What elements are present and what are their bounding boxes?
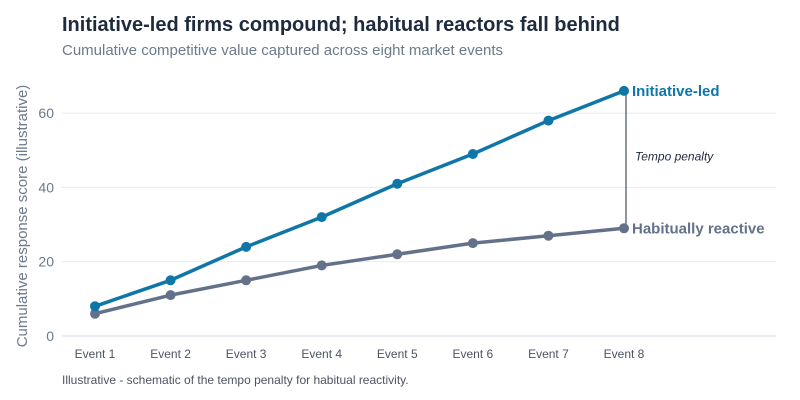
series-line-initiative-led	[93, 89, 626, 309]
y-tick-label: 0	[46, 328, 54, 344]
series-label-initiative-led: Initiative-led	[632, 83, 720, 100]
y-axis-label: Cumulative response score (illustrative)	[14, 85, 31, 348]
x-tick-label: Event 3	[226, 347, 267, 361]
data-point-habitually-reactive	[467, 238, 478, 249]
tempo-penalty-annotation: Tempo penalty	[635, 150, 714, 164]
data-point-habitually-reactive	[392, 249, 403, 260]
y-tick-label: 20	[38, 254, 54, 270]
data-point-habitually-reactive	[241, 275, 252, 286]
x-tick-label: Event 7	[528, 347, 569, 361]
data-point-initiative-led	[241, 241, 252, 252]
data-point-habitually-reactive	[165, 290, 176, 301]
y-tick-label: 40	[38, 179, 54, 195]
data-point-habitually-reactive	[619, 223, 629, 234]
chart-subtitle: Cumulative competitive value captured ac…	[62, 42, 504, 59]
x-tick-label: Event 2	[150, 347, 191, 361]
data-point-initiative-led	[316, 212, 327, 223]
footnote: Illustrative - schematic of the tempo pe…	[62, 373, 409, 387]
series-label-habitually-reactive: Habitually reactive	[632, 220, 765, 237]
data-point-initiative-led	[619, 85, 629, 96]
x-tick-label: Event 6	[453, 347, 494, 361]
series-line-habitually-reactive	[93, 226, 626, 316]
data-point-habitually-reactive	[543, 230, 554, 241]
data-point-initiative-led	[543, 115, 554, 126]
x-tick-label: Event 1	[75, 347, 116, 361]
y-tick-label: 60	[38, 105, 54, 121]
data-point-habitually-reactive	[316, 260, 327, 271]
data-point-initiative-led	[467, 149, 478, 159]
x-tick-label: Event 4	[301, 347, 342, 361]
x-tick-label: Event 8	[604, 347, 645, 361]
data-point-habitually-reactive	[90, 308, 100, 319]
data-point-initiative-led	[165, 275, 176, 286]
data-point-initiative-led	[90, 301, 100, 312]
chart-title: Initiative-led firms compound; habitual …	[62, 14, 620, 36]
x-tick-label: Event 5	[377, 347, 418, 361]
data-point-initiative-led	[392, 178, 403, 189]
